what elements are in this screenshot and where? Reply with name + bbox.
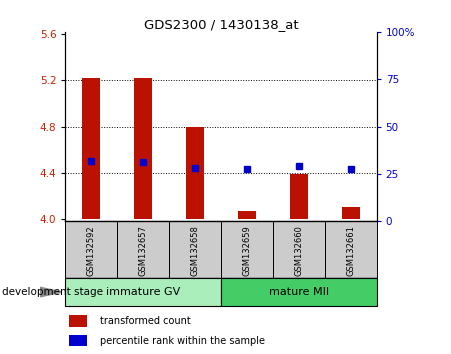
Bar xyxy=(273,221,325,278)
Bar xyxy=(238,211,256,219)
Polygon shape xyxy=(40,287,62,297)
Bar xyxy=(82,78,101,219)
Bar xyxy=(221,278,377,306)
Text: GSM132657: GSM132657 xyxy=(139,225,147,276)
Bar xyxy=(325,221,377,278)
Bar xyxy=(65,278,221,306)
Bar xyxy=(341,207,360,219)
Bar xyxy=(69,315,87,327)
Text: GSM132659: GSM132659 xyxy=(243,225,251,276)
Text: GSM132660: GSM132660 xyxy=(295,225,303,276)
Bar xyxy=(221,221,273,278)
Bar xyxy=(169,221,221,278)
Bar xyxy=(69,335,87,346)
Bar xyxy=(186,127,204,219)
Text: GSM132658: GSM132658 xyxy=(191,225,199,276)
Text: immature GV: immature GV xyxy=(106,287,180,297)
Text: mature MII: mature MII xyxy=(269,287,329,297)
Bar xyxy=(290,174,308,219)
Bar xyxy=(117,221,169,278)
Bar xyxy=(65,221,117,278)
Text: development stage: development stage xyxy=(2,287,103,297)
Text: transformed count: transformed count xyxy=(100,316,190,326)
Text: percentile rank within the sample: percentile rank within the sample xyxy=(100,336,265,346)
Text: GSM132661: GSM132661 xyxy=(346,225,355,276)
Title: GDS2300 / 1430138_at: GDS2300 / 1430138_at xyxy=(144,18,298,31)
Text: GSM132592: GSM132592 xyxy=(87,225,96,276)
Bar xyxy=(134,78,152,219)
